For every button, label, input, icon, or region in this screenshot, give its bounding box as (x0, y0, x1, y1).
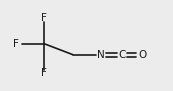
Text: N: N (97, 50, 105, 60)
Text: F: F (13, 39, 19, 49)
Text: F: F (41, 13, 47, 23)
Text: C: C (118, 50, 126, 60)
Text: O: O (139, 50, 147, 60)
Text: F: F (41, 68, 47, 78)
